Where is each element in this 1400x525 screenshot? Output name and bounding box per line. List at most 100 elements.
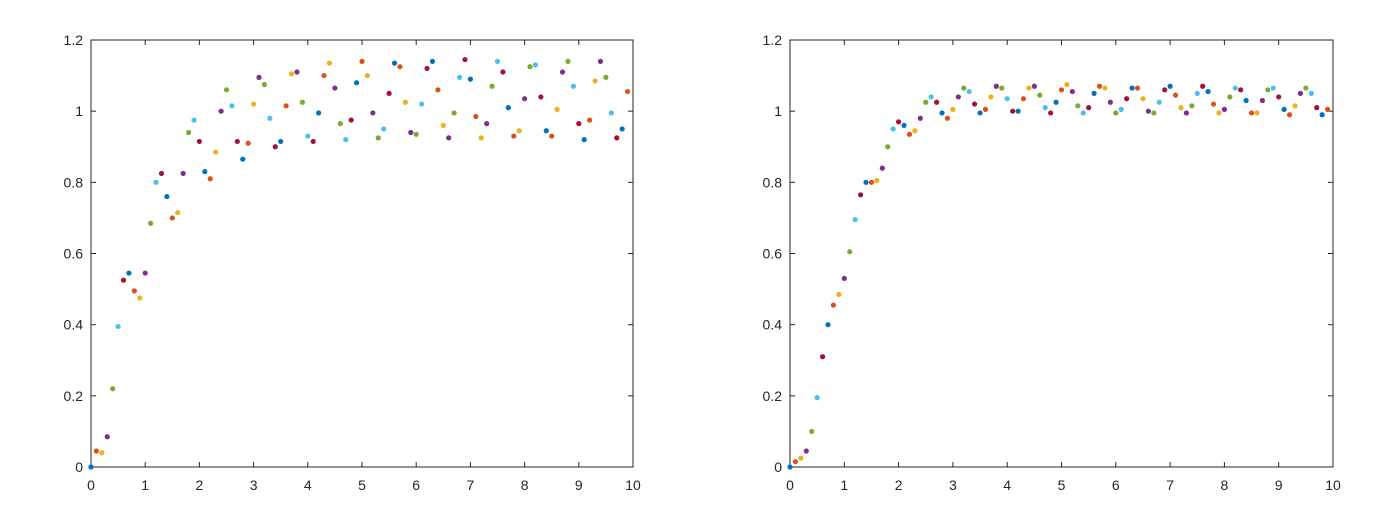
- point: [419, 101, 425, 107]
- point: [316, 110, 322, 116]
- point: [272, 144, 278, 150]
- point: [424, 65, 430, 72]
- point: [587, 117, 593, 123]
- point: [500, 69, 506, 75]
- point: [1205, 88, 1211, 95]
- point: [944, 115, 951, 121]
- point: [1189, 103, 1195, 109]
- point: [1210, 101, 1217, 107]
- point: [972, 101, 978, 107]
- point: [1096, 83, 1103, 89]
- point: [1118, 106, 1124, 112]
- point: [234, 138, 240, 145]
- y-tick-label: 0.8: [64, 174, 84, 190]
- point: [1091, 90, 1097, 96]
- point: [391, 60, 398, 66]
- point: [343, 137, 349, 143]
- point: [348, 117, 354, 123]
- point: [538, 94, 544, 100]
- point: [478, 135, 484, 141]
- point: [1281, 106, 1287, 112]
- x-tick-label: 8: [521, 477, 529, 493]
- point: [1270, 85, 1276, 91]
- point: [1221, 106, 1227, 112]
- point: [1303, 85, 1309, 91]
- x-tick-label: 5: [358, 477, 366, 493]
- point: [261, 81, 268, 88]
- y-tick-label: 0.8: [763, 174, 783, 190]
- point: [1064, 81, 1070, 88]
- point: [1238, 87, 1244, 93]
- point: [294, 69, 300, 75]
- axes-box: [789, 39, 1334, 468]
- point: [1129, 85, 1135, 91]
- point: [603, 74, 609, 80]
- point: [326, 60, 333, 66]
- point: [267, 115, 273, 121]
- point: [1172, 92, 1179, 98]
- point: [451, 110, 457, 116]
- point: [885, 144, 891, 150]
- point: [896, 119, 902, 125]
- y-tick-label: 1.2: [763, 32, 783, 48]
- x-tick-label: 10: [625, 477, 641, 493]
- point: [554, 106, 560, 112]
- point: [305, 133, 311, 139]
- point: [473, 113, 479, 120]
- point: [429, 58, 436, 64]
- point: [364, 72, 371, 79]
- y-tick-label: 0.2: [64, 388, 84, 404]
- y-tick-label: 0.4: [64, 317, 84, 333]
- point: [836, 291, 842, 298]
- point: [386, 90, 392, 96]
- point: [462, 56, 468, 63]
- point: [1124, 96, 1130, 102]
- point: [923, 99, 929, 105]
- point: [278, 138, 284, 145]
- point: [175, 209, 181, 216]
- point: [1140, 96, 1146, 102]
- point: [240, 156, 246, 162]
- point: [93, 448, 100, 454]
- point: [1194, 90, 1200, 96]
- point: [1086, 105, 1092, 111]
- point: [489, 83, 495, 89]
- point: [825, 322, 831, 328]
- point: [223, 87, 230, 93]
- point: [879, 165, 885, 171]
- point: [803, 448, 809, 454]
- point: [961, 85, 967, 91]
- y-tick-label: 1: [75, 103, 83, 119]
- point: [559, 69, 566, 75]
- point: [1151, 110, 1157, 116]
- point: [1254, 110, 1260, 116]
- point: [158, 170, 165, 177]
- point: [397, 64, 403, 70]
- point: [256, 74, 262, 80]
- point: [819, 354, 826, 360]
- point: [1216, 110, 1222, 116]
- point: [1265, 87, 1271, 93]
- point: [1167, 83, 1173, 89]
- point: [1243, 97, 1249, 104]
- point: [88, 464, 94, 470]
- point: [1042, 105, 1048, 111]
- point: [435, 87, 441, 93]
- point: [381, 126, 387, 132]
- point: [110, 386, 116, 392]
- point: [1319, 112, 1325, 118]
- point: [1248, 110, 1255, 116]
- point: [917, 115, 923, 121]
- point: [798, 455, 804, 461]
- point: [1183, 110, 1189, 116]
- point: [446, 135, 452, 141]
- x-tick-label: 6: [1112, 477, 1120, 493]
- point: [608, 110, 614, 116]
- point: [164, 193, 170, 200]
- point: [1200, 83, 1206, 89]
- point: [934, 99, 940, 105]
- point: [977, 110, 983, 116]
- point: [1297, 90, 1304, 96]
- point: [988, 94, 994, 100]
